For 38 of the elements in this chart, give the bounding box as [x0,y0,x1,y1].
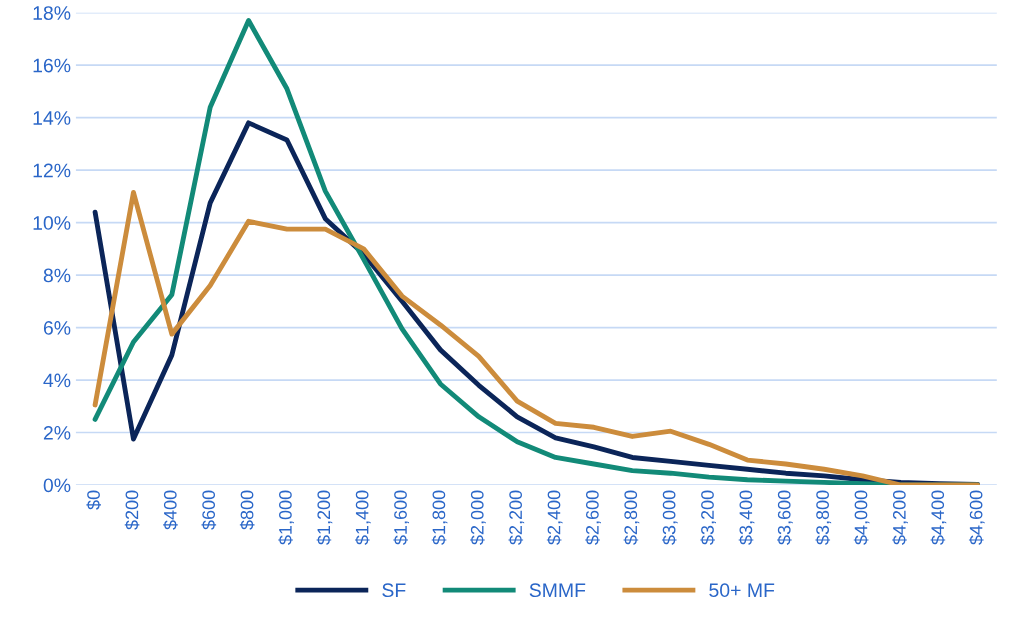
y-tick-label: 2% [43,426,71,440]
x-tick-label: $200 [124,490,140,530]
x-tick-label: $400 [163,490,178,530]
x-tick-label: $2,800 [623,490,640,545]
x-tick-label: $1,600 [393,490,410,545]
x-tick-label: $800 [239,490,255,530]
x-tick-label: $4,600 [968,490,985,545]
y-tick-label: 18% [33,6,71,20]
y-tick-label: 16% [33,58,71,73]
x-tick-label: $0 [86,490,102,510]
x-tick-label: $1,000 [278,490,294,545]
x-tick-label: $3,200 [700,490,717,545]
x-tick-label: $2,400 [546,490,563,545]
x-tick-label: $3,400 [738,490,755,545]
x-tick-label: $4,200 [892,490,908,545]
x-tick-label: $3,000 [661,490,678,545]
x-tick-label: $600 [201,490,217,530]
x-tick-label: $1,800 [431,490,448,545]
y-tick-label: 0% [43,478,71,493]
x-tick-label: $2,600 [585,490,601,545]
line-series [92,190,981,486]
x-tick-label: $1,400 [354,490,371,545]
x-tick-label: $3,600 [777,490,793,545]
y-tick-label: 8% [43,268,71,283]
legend-label: 50+ MF [709,583,775,598]
legend-label: SF [382,583,406,598]
x-tick-label: $2,000 [470,490,486,545]
x-tick-label: $3,800 [815,490,832,545]
y-tick-label: 4% [43,373,71,388]
y-tick-label: 6% [43,321,71,335]
x-tick-label: $2,200 [508,490,525,545]
y-tick-label: 12% [33,163,71,178]
x-tick-label: $4,000 [853,490,870,545]
y-tick-label: 14% [33,111,71,125]
x-tick-label: $4,400 [930,490,947,545]
y-tick-label: 10% [33,216,71,230]
x-tick-label: $1,200 [316,490,333,545]
legend-label: SMMF [529,583,586,598]
